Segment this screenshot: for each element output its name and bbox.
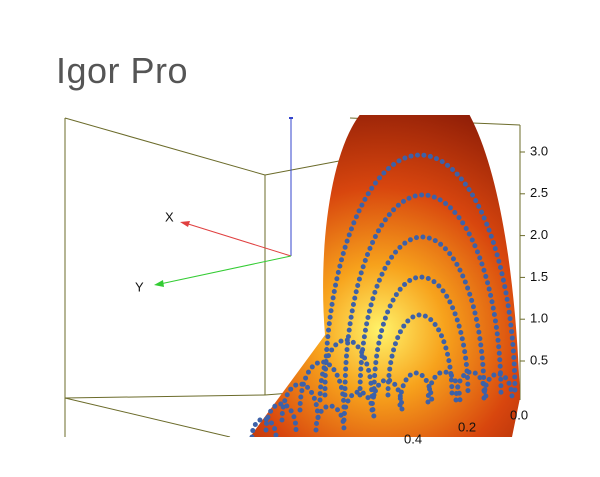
axis-label-x: X <box>165 209 174 224</box>
z-tick-label: 3.0 <box>530 143 548 158</box>
z-tick-label: 0.5 <box>530 352 548 367</box>
x-axis: 0.2 0.4 <box>404 419 476 446</box>
axis-label-y: Y <box>135 279 144 294</box>
corner-tick-label: 0.0 <box>510 407 528 422</box>
z-tick-label: 1.0 <box>530 311 548 326</box>
x-tick-label: 0.2 <box>458 419 476 434</box>
z-axis: 3.0 2.5 2.0 1.5 1.0 0.5 <box>520 143 548 367</box>
surface <box>250 115 520 437</box>
z-tick-label: 2.0 <box>530 227 548 242</box>
axis-triad <box>154 117 293 287</box>
box-frame <box>64 117 521 437</box>
page-title: Igor Pro <box>56 50 189 91</box>
z-tick-label: 2.5 <box>530 185 548 200</box>
z-tick-label: 1.5 <box>530 269 548 284</box>
contour-dots <box>249 152 518 437</box>
plot-area <box>64 115 521 437</box>
x-tick-label: 0.4 <box>404 431 422 446</box>
